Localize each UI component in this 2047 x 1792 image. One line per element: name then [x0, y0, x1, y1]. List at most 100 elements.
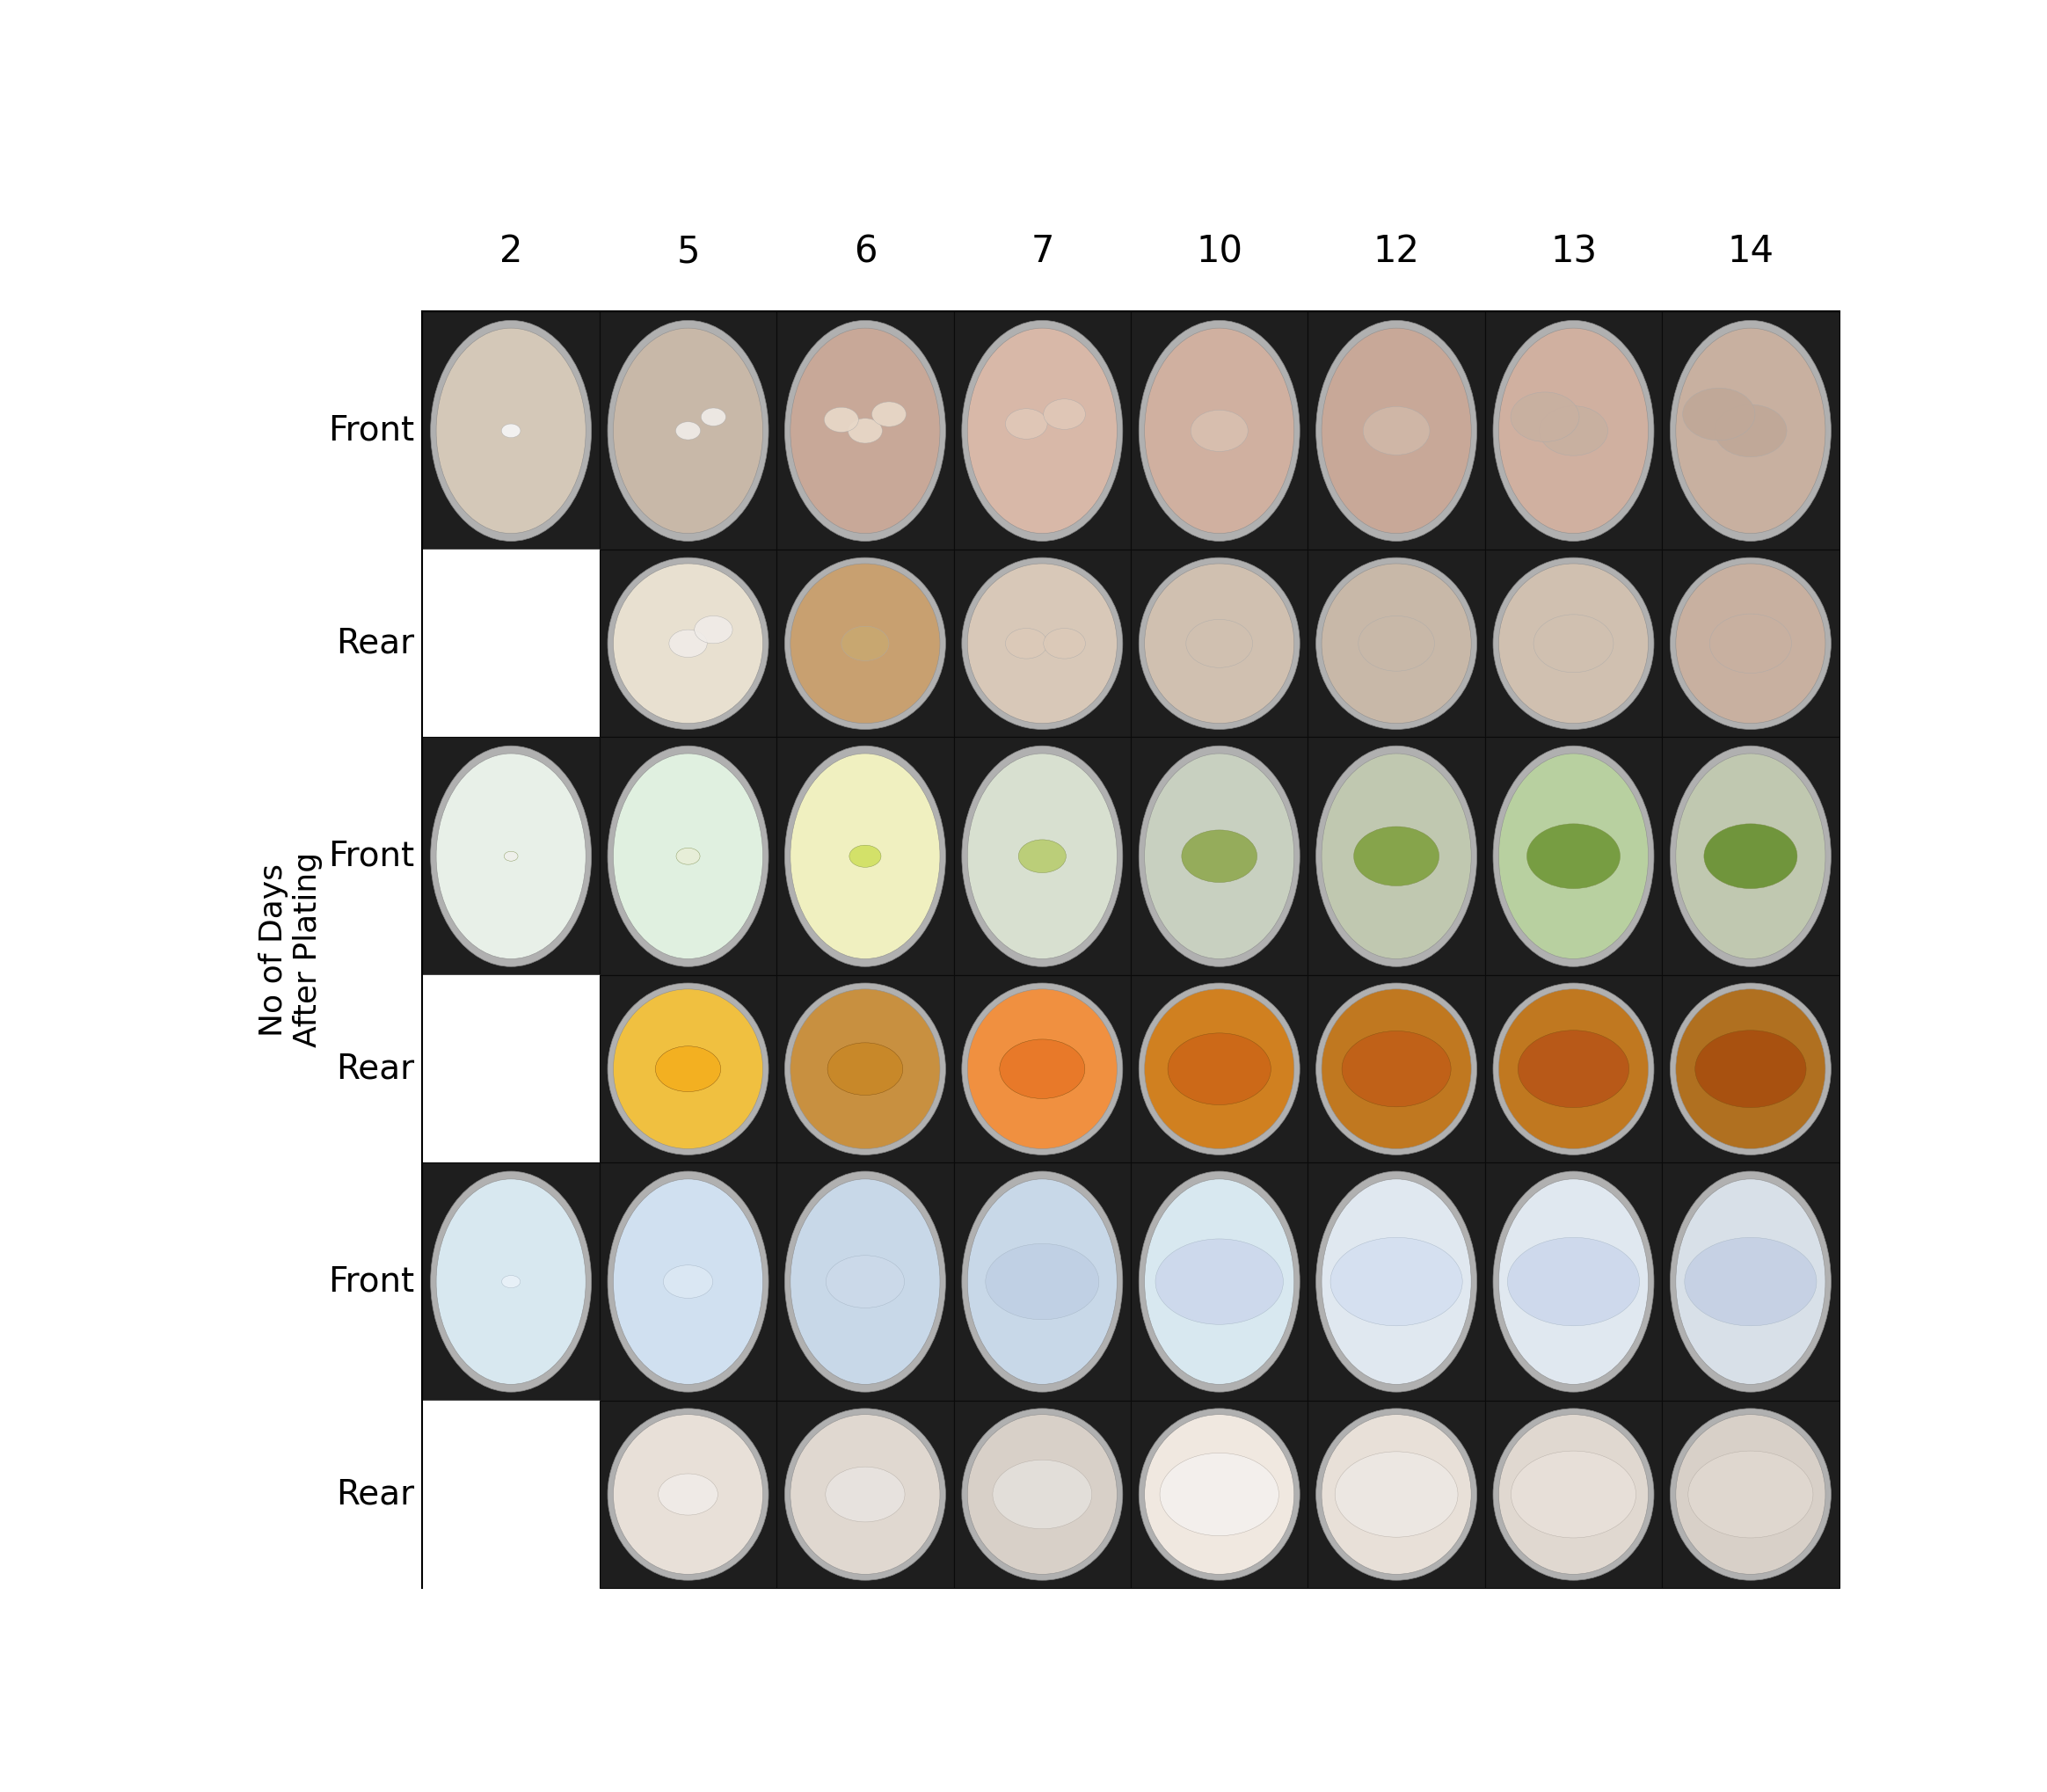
- Ellipse shape: [1498, 1179, 1648, 1383]
- Ellipse shape: [968, 754, 1118, 959]
- Ellipse shape: [614, 754, 764, 959]
- Bar: [954, 312, 1130, 550]
- Ellipse shape: [608, 557, 768, 729]
- Ellipse shape: [1676, 1179, 1826, 1383]
- Ellipse shape: [1498, 754, 1648, 959]
- Ellipse shape: [504, 851, 518, 860]
- Bar: [1662, 550, 1838, 737]
- Ellipse shape: [1498, 989, 1648, 1149]
- Ellipse shape: [1161, 1453, 1279, 1536]
- Ellipse shape: [1144, 564, 1294, 724]
- Ellipse shape: [608, 984, 768, 1154]
- Bar: [776, 1401, 954, 1588]
- Text: 12: 12: [1374, 233, 1421, 271]
- Ellipse shape: [608, 1409, 768, 1581]
- Ellipse shape: [1185, 620, 1253, 668]
- Ellipse shape: [1498, 564, 1648, 724]
- Ellipse shape: [1670, 1409, 1830, 1581]
- Ellipse shape: [1703, 824, 1797, 889]
- Ellipse shape: [1144, 328, 1294, 534]
- Ellipse shape: [1363, 407, 1429, 455]
- Ellipse shape: [1144, 754, 1294, 959]
- Bar: [422, 1163, 600, 1401]
- Ellipse shape: [1144, 989, 1294, 1149]
- Ellipse shape: [1670, 745, 1830, 966]
- Ellipse shape: [614, 1179, 764, 1383]
- Bar: [422, 1401, 600, 1588]
- Ellipse shape: [962, 745, 1122, 966]
- Ellipse shape: [784, 321, 946, 541]
- Ellipse shape: [850, 846, 880, 867]
- Ellipse shape: [1670, 321, 1830, 541]
- Bar: [1484, 1401, 1662, 1588]
- Ellipse shape: [608, 1172, 768, 1392]
- Ellipse shape: [1498, 328, 1648, 534]
- Bar: [776, 312, 954, 550]
- Bar: [1662, 1163, 1838, 1401]
- Bar: [600, 737, 776, 975]
- Ellipse shape: [968, 989, 1118, 1149]
- Text: 6: 6: [854, 233, 876, 271]
- Ellipse shape: [1519, 1030, 1629, 1107]
- Ellipse shape: [1316, 1409, 1476, 1581]
- Ellipse shape: [669, 629, 706, 658]
- Ellipse shape: [1676, 1414, 1826, 1573]
- Bar: [954, 1401, 1130, 1588]
- Ellipse shape: [993, 1460, 1091, 1529]
- Text: 10: 10: [1195, 233, 1243, 271]
- Ellipse shape: [1144, 1179, 1294, 1383]
- Ellipse shape: [1316, 984, 1476, 1154]
- Ellipse shape: [608, 745, 768, 966]
- Text: 7: 7: [1030, 233, 1054, 271]
- Ellipse shape: [1353, 826, 1439, 885]
- Ellipse shape: [436, 1179, 585, 1383]
- Ellipse shape: [663, 1265, 712, 1297]
- Ellipse shape: [1322, 1414, 1472, 1573]
- Ellipse shape: [784, 557, 946, 729]
- Ellipse shape: [827, 1256, 905, 1308]
- Ellipse shape: [1019, 840, 1066, 873]
- Ellipse shape: [1533, 615, 1613, 672]
- Ellipse shape: [841, 625, 888, 661]
- Bar: [1662, 975, 1838, 1163]
- Ellipse shape: [962, 1409, 1122, 1581]
- Ellipse shape: [1138, 321, 1300, 541]
- Bar: [1484, 312, 1662, 550]
- Ellipse shape: [430, 321, 592, 541]
- Ellipse shape: [676, 421, 700, 439]
- Ellipse shape: [1316, 1172, 1476, 1392]
- Ellipse shape: [430, 1172, 592, 1392]
- Ellipse shape: [1322, 754, 1472, 959]
- Ellipse shape: [1676, 564, 1826, 724]
- Ellipse shape: [1670, 1172, 1830, 1392]
- Ellipse shape: [1695, 1030, 1805, 1107]
- Ellipse shape: [1492, 1172, 1654, 1392]
- Ellipse shape: [790, 989, 940, 1149]
- Ellipse shape: [1492, 557, 1654, 729]
- Ellipse shape: [825, 1468, 905, 1521]
- Ellipse shape: [608, 321, 768, 541]
- Bar: [776, 1163, 954, 1401]
- Ellipse shape: [614, 564, 764, 724]
- Bar: [1662, 312, 1838, 550]
- Ellipse shape: [1138, 984, 1300, 1154]
- Ellipse shape: [1322, 1179, 1472, 1383]
- Ellipse shape: [968, 564, 1118, 724]
- Ellipse shape: [784, 984, 946, 1154]
- Ellipse shape: [790, 328, 940, 534]
- Ellipse shape: [1144, 1414, 1294, 1573]
- Ellipse shape: [1683, 389, 1754, 441]
- Ellipse shape: [784, 745, 946, 966]
- Bar: [1308, 1401, 1484, 1588]
- Bar: [1484, 550, 1662, 737]
- Bar: [600, 1163, 776, 1401]
- Ellipse shape: [1316, 745, 1476, 966]
- Ellipse shape: [1492, 745, 1654, 966]
- Ellipse shape: [436, 754, 585, 959]
- Text: Rear: Rear: [336, 627, 416, 659]
- Ellipse shape: [1492, 321, 1654, 541]
- Ellipse shape: [790, 564, 940, 724]
- Ellipse shape: [1527, 824, 1619, 889]
- Ellipse shape: [430, 745, 592, 966]
- Bar: [1130, 312, 1308, 550]
